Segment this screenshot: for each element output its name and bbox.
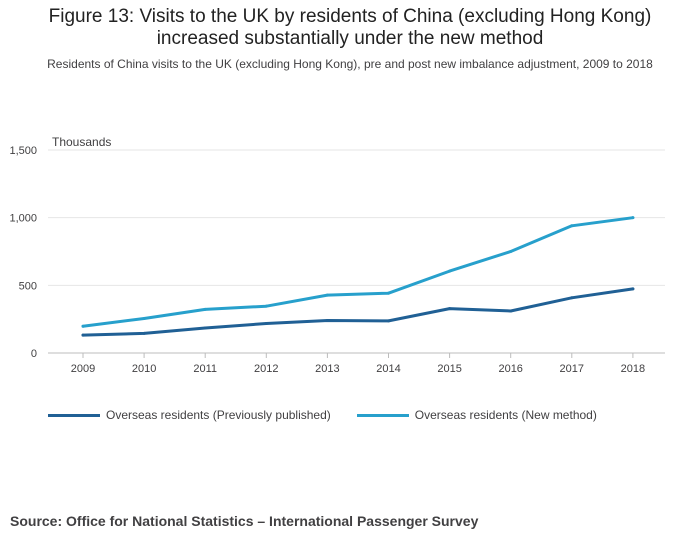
source-note: Source: Office for National Statistics –… (10, 513, 479, 529)
legend-label-previously-published: Overseas residents (Previously published… (106, 408, 331, 422)
chart-title: Figure 13: Visits to the UK by residents… (48, 6, 652, 49)
series-line-0 (81, 287, 635, 337)
series-1-point-2012 (264, 304, 268, 308)
y-tick-label-0: 0 (31, 348, 37, 360)
legend-swatch-new-method (356, 413, 409, 417)
y-tick-label-1500: 1,500 (9, 145, 37, 157)
series-1-point-2018 (631, 216, 635, 220)
x-tick-label-2013: 2013 (315, 363, 339, 375)
series-0-point-2017 (570, 296, 574, 300)
series-1-point-2013 (325, 293, 329, 297)
series-0-point-2009 (81, 333, 85, 337)
x-tick-label-2012: 2012 (254, 363, 278, 375)
x-tick-label-2017: 2017 (560, 363, 584, 375)
legend-item-new-method: Overseas residents (New method) (356, 408, 597, 422)
legend-item-previously-published: Overseas residents (Previously published… (48, 408, 331, 422)
x-tick-label-2015: 2015 (437, 363, 461, 375)
x-tick-label-2016: 2016 (498, 363, 522, 375)
x-tick-label-2014: 2014 (376, 363, 400, 375)
x-tick-label-2011: 2011 (193, 363, 217, 375)
chart-legend: Overseas residents (Previously published… (48, 408, 597, 422)
x-tick-label-2018: 2018 (621, 363, 645, 375)
x-tick-label-2009: 2009 (71, 363, 95, 375)
series-0-point-2012 (264, 321, 268, 325)
series-1-point-2014 (387, 291, 390, 295)
line-chart: 0 500 1,000 1,500 Thousands 2009 2010 2011 2012 2… (9, 135, 665, 375)
series-0-point-2015 (448, 307, 452, 311)
series-1-point-2010 (142, 316, 146, 320)
series-0-point-2013 (325, 319, 329, 323)
y-tick-label-1000: 1,000 (9, 213, 37, 225)
series-1-point-2015 (448, 269, 452, 273)
series-0-point-2016 (509, 309, 513, 313)
series-1-point-2016 (509, 250, 513, 253)
series-0-point-2014 (387, 319, 390, 323)
chart-subtitle: Residents of China visits to the UK (exc… (47, 57, 653, 71)
series-1-point-2011 (203, 307, 207, 311)
series-0-point-2018 (631, 287, 635, 291)
legend-swatch-previously-published (48, 413, 100, 417)
y-axis-unit-label: Thousands (52, 135, 111, 149)
series-line-1 (81, 216, 635, 328)
series-1-point-2009 (81, 324, 85, 328)
y-tick-label-500: 500 (19, 280, 37, 292)
series-1-point-2017 (570, 224, 574, 228)
x-tick-label-2010: 2010 (132, 363, 156, 375)
series-0-point-2011 (203, 326, 207, 330)
legend-label-new-method: Overseas residents (New method) (414, 408, 597, 422)
series-0-point-2010 (142, 331, 146, 335)
